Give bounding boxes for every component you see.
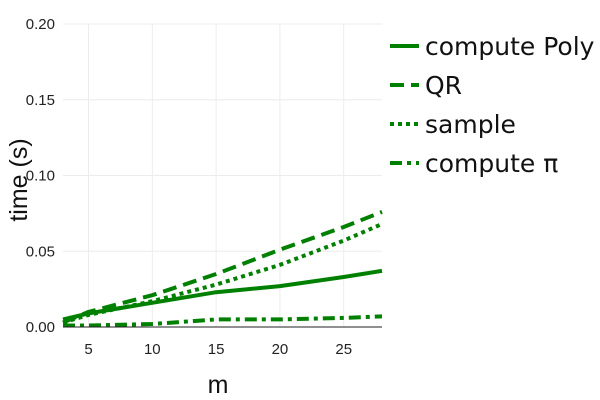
legend-label: QR: [425, 71, 462, 100]
legend-label: compute Poly: [425, 32, 595, 61]
series-line-3: [63, 314, 383, 328]
y-tick-labels: 0.00 0.05 0.10 0.15 0.20: [26, 16, 55, 336]
y-tick-label: 0.15: [26, 92, 55, 109]
y-tick-label: 0.05: [26, 243, 55, 260]
x-tick-label: 10: [144, 341, 161, 358]
y-tick-label: 0.10: [26, 168, 55, 185]
y-tick-label: 0.20: [26, 16, 55, 33]
legend-label: sample: [425, 110, 516, 139]
legend-label: compute π: [425, 149, 558, 178]
x-axis-title: m: [208, 371, 229, 399]
series-line-2: [62, 222, 383, 325]
y-tick-label: 0.00: [26, 319, 55, 336]
legend: compute Poly QR sample compute π: [390, 32, 595, 178]
y-axis-title: time (s): [5, 138, 33, 221]
x-tick-label: 15: [208, 341, 225, 358]
grid: [63, 23, 382, 327]
x-tick-labels: 5 10 15 20 25: [84, 341, 352, 358]
series-lines: [62, 210, 383, 328]
x-tick-label: 20: [272, 341, 289, 358]
x-tick-label: 25: [335, 341, 352, 358]
x-tick-label: 5: [84, 341, 92, 358]
series-line-1: [62, 210, 383, 325]
